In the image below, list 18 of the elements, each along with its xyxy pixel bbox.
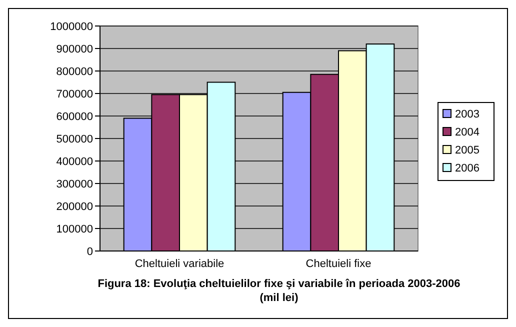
legend-label: 2003 — [455, 108, 480, 120]
y-tick-label: 900000 — [56, 43, 93, 56]
y-tick-label: 200000 — [56, 200, 93, 213]
y-tick-label: 500000 — [56, 133, 93, 146]
legend-label: 2004 — [455, 126, 480, 138]
y-tick-label: 700000 — [56, 88, 93, 100]
y-tick-label: 300000 — [56, 178, 93, 190]
y-tick-label: 600000 — [56, 110, 93, 123]
x-tick-label: Cheltuieli fixe — [306, 258, 372, 270]
y-tick-label: 800000 — [56, 66, 93, 78]
y-tick-label: 400000 — [56, 156, 93, 168]
legend-label: 2005 — [455, 144, 480, 156]
y-tick-label: 1000000 — [50, 20, 93, 33]
text: Figura 18: Evoluţia cheltuielilor fixe şi variabile în perioada 2003-2006 (mil lei) — [98, 278, 460, 304]
legend-label: 2006 — [455, 162, 480, 174]
x-tick-label: Cheltuieli variabile — [134, 258, 224, 270]
y-tick-label: 0 — [86, 246, 93, 258]
y-tick-label: 100000 — [56, 223, 93, 236]
